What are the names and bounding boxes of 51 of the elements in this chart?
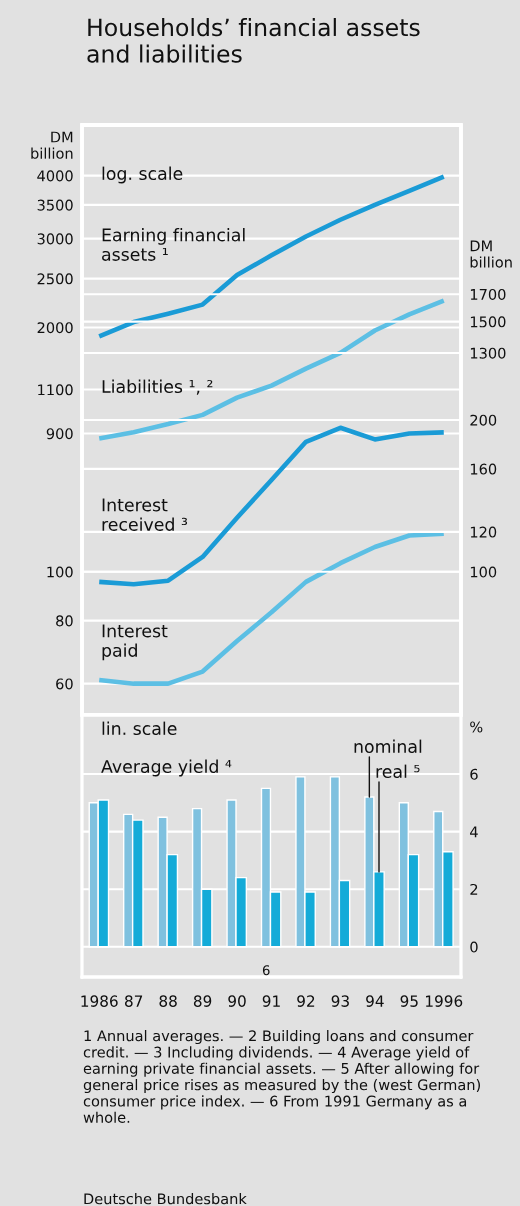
annotation: lin. scale [102, 721, 177, 736]
x-tick-label: 92 [297, 995, 315, 1007]
x-tick-label: 93 [331, 995, 349, 1007]
x-tick-label: 87 [125, 995, 143, 1007]
x-tick-label: 88 [159, 995, 177, 1007]
x-tick-label: 91 [262, 995, 280, 1007]
chart-title: Households’ financial assets and liabilities [87, 18, 420, 63]
x-tick-label: 94 [366, 995, 384, 1007]
y2-tick-label: 1500 [470, 316, 506, 328]
y-tick-label: 1100 [38, 384, 73, 396]
line-series [96, 531, 447, 686]
y2-tick-label: 0 [470, 941, 478, 953]
series-label: Interest received ³ [102, 498, 188, 531]
y2-tick-label: 120 [470, 526, 497, 538]
annotation: log. scale [102, 166, 183, 184]
y-tick-label: 3500 [37, 199, 73, 211]
y2-tick-label: 6 [470, 768, 478, 780]
x-tick-label: 90 [228, 995, 246, 1007]
text: Deutsche Bundesbank [84, 1193, 247, 1205]
text: Average yield ⁴ [101, 759, 232, 777]
x-tick-label: 89 [193, 995, 212, 1007]
series-label: Interest paid [102, 624, 168, 661]
y-axis-title: DM billion [31, 131, 73, 159]
line-series [96, 298, 447, 441]
y2-tick-label: 4 [470, 826, 478, 838]
x-tick-label: 1996 [426, 995, 463, 1007]
y-tick-label: 2000 [37, 322, 73, 334]
y2-tick-label: 1700 [470, 288, 506, 300]
y-tick-label: 80 [56, 615, 73, 627]
annotation: 6 [262, 965, 270, 976]
y2-axis-title: % [470, 721, 483, 733]
x-tick-label: 1986 [81, 995, 118, 1007]
y-tick-label: 60 [56, 678, 73, 690]
line-series [96, 425, 447, 587]
y-tick-label: 900 [46, 428, 73, 440]
series-label: Earning financial assets ¹ [102, 228, 245, 261]
series-label: Liabilities ¹, ² [102, 379, 213, 395]
y2-tick-label: 200 [470, 414, 497, 426]
y2-tick-label: 2 [470, 883, 478, 895]
text: real ⁵ [376, 764, 420, 779]
y-tick-label: 3000 [37, 233, 73, 245]
y2-tick-label: 1300 [470, 347, 506, 359]
y2-tick-label: 160 [470, 463, 497, 475]
y-tick-label: 100 [47, 566, 73, 578]
text: 1 Annual averages. — 2 Building loans and consumer credit. — 3 Including dividends. — 4 Average yield of earning private financial assets. — 5 After allowing for general price rises as measured by the (west German) consumer price index. — 6 From 1991 Germany as a whole. [83, 1030, 480, 1123]
x-tick-label: 95 [400, 995, 418, 1007]
y-tick-label: 4000 [37, 170, 73, 182]
y2-tick-label: 100 [470, 566, 497, 578]
y-tick-label: 2500 [37, 273, 73, 285]
y2-axis-title: DM billion [470, 240, 512, 268]
series-label: nominal [354, 739, 422, 754]
